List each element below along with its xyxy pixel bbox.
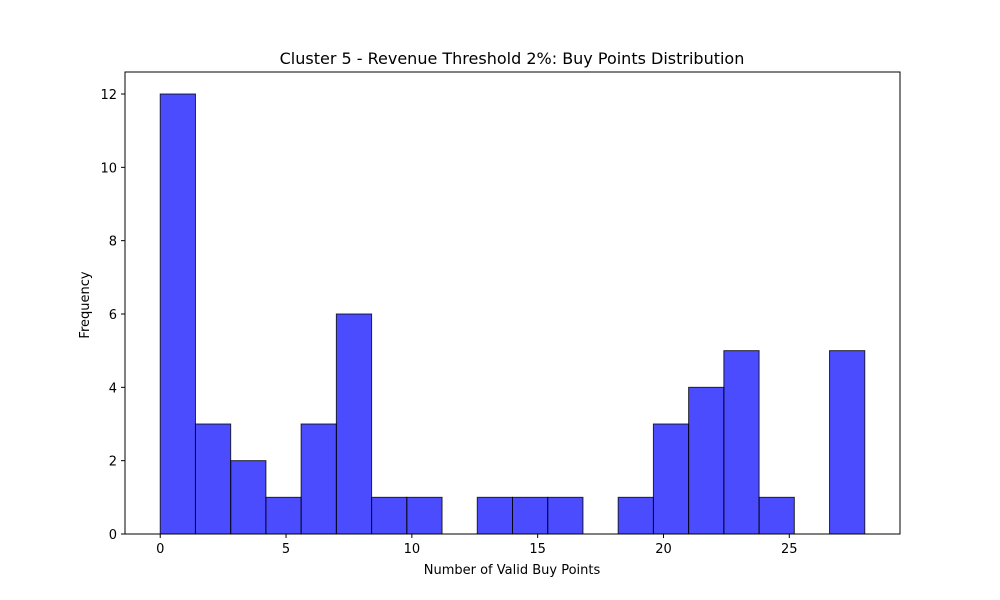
bars-group <box>159 93 866 535</box>
histogram-bar <box>512 496 549 535</box>
x-tick-label: 20 <box>655 542 672 557</box>
histogram-bar <box>688 386 725 535</box>
x-tick-label: 10 <box>404 542 421 557</box>
histogram-bar <box>476 496 514 535</box>
histogram-bar <box>300 423 337 535</box>
histogram-bar <box>335 313 373 535</box>
y-tick-label: 0 <box>109 528 117 543</box>
histogram-bar <box>617 496 654 535</box>
histogram-bar <box>547 496 584 535</box>
x-tick-label: 0 <box>156 542 164 557</box>
histogram-bar <box>406 496 443 535</box>
histogram-bar <box>159 93 196 535</box>
histogram-bar <box>265 496 302 535</box>
y-tick-label: 8 <box>109 235 117 250</box>
histogram-bar <box>723 350 760 535</box>
y-axis-label: Frequency <box>78 271 93 338</box>
y-tick-label: 10 <box>100 161 117 176</box>
histogram-bar <box>829 350 866 535</box>
plot-area-frame <box>124 71 901 535</box>
histogram-bar <box>652 423 690 535</box>
y-tick-label: 2 <box>109 455 117 470</box>
x-axis-ticks: 0 5 10 15 20 25 <box>156 534 798 557</box>
y-tick-label: 4 <box>109 381 117 396</box>
x-tick-label: 15 <box>529 542 546 557</box>
x-axis-label: Number of Valid Buy Points <box>424 563 601 578</box>
x-tick-label: 25 <box>781 542 798 557</box>
y-tick-label: 6 <box>109 308 117 323</box>
y-axis-ticks: 0 2 4 6 8 10 12 <box>100 88 125 543</box>
chart-title: Cluster 5 - Revenue Threshold 2%: Buy Po… <box>280 49 745 68</box>
histogram-bar <box>758 496 795 535</box>
histogram-bar <box>371 496 408 535</box>
histogram-bar <box>194 423 232 535</box>
x-tick-label: 5 <box>282 542 290 557</box>
y-tick-label: 12 <box>100 88 117 103</box>
histogram-bar <box>230 460 267 535</box>
